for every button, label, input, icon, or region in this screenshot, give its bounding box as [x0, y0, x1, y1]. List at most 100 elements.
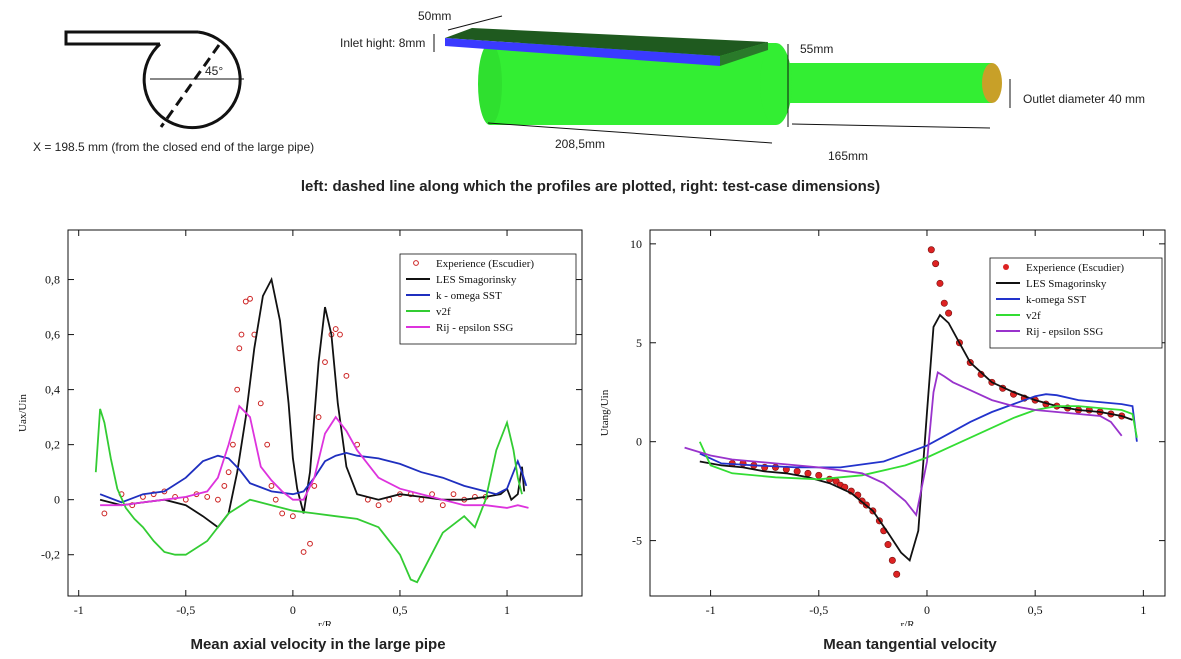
legend-marker [413, 260, 419, 266]
large-length-label: 208,5mm [555, 137, 606, 151]
y-tick-label: -0,2 [41, 548, 60, 562]
x-tick-label: 0 [290, 603, 296, 617]
data-point [311, 483, 318, 489]
y-tick-label: 0,8 [45, 273, 60, 287]
y-tick-label: 0 [636, 435, 642, 449]
data-point [215, 496, 221, 503]
x-tick-label: -0,5 [809, 603, 828, 617]
data-point [439, 502, 446, 509]
data-point [932, 260, 940, 268]
data-point [101, 510, 108, 517]
data-point [804, 469, 812, 477]
legend-label: LES Smagorinsky [1026, 278, 1107, 290]
y-axis-label: Uax/Uin [17, 394, 29, 432]
outlet-length-label: 165mm [828, 149, 869, 163]
angle-label: 45° [205, 64, 224, 78]
geometry-sketch [433, 15, 1011, 144]
data-point [375, 502, 382, 509]
legend-label: k - omega SST [436, 290, 502, 302]
y-tick-label: 10 [630, 237, 642, 251]
x-tick-label: 0,5 [392, 603, 407, 617]
data-point [332, 326, 339, 332]
legend-label: Rij - epsilon SSG [436, 322, 513, 334]
legend-label: Experience (Escudier) [1026, 262, 1124, 274]
legend-box [399, 253, 577, 345]
data-point [247, 295, 253, 302]
data-point [289, 513, 296, 520]
x-axis-label: r/R [900, 619, 915, 626]
x-tick-label: 0,5 [1028, 603, 1043, 617]
data-point [234, 386, 241, 393]
data-point [230, 441, 236, 448]
x-tick-label: 1 [504, 603, 510, 617]
inlet-height-label: Inlet hight: 8mm [340, 36, 426, 50]
data-point [888, 556, 896, 564]
data-point [322, 359, 328, 365]
y-tick-label: 0 [54, 493, 60, 507]
outlet-diameter-label: Outlet diameter 40 mm [1023, 92, 1146, 106]
x-axis-label: r/R [318, 619, 333, 626]
data-point [936, 279, 944, 287]
chart-title-axial: Mean axial velocity in the large pipe [190, 636, 446, 653]
series-line [100, 404, 529, 509]
large-diameter-label: 55mm [800, 42, 834, 56]
legend-label: v2f [1026, 310, 1041, 322]
data-point [172, 494, 178, 500]
y-tick-label: 5 [636, 336, 642, 350]
data-point [257, 400, 264, 407]
legend-marker [1003, 264, 1009, 270]
data-point [150, 491, 157, 498]
data-point [472, 494, 478, 500]
x-tick-label: -0,5 [176, 603, 195, 617]
x-position-note: X = 198.5 mm (from the closed end of the… [33, 140, 315, 154]
y-tick-label: 0,6 [45, 328, 60, 342]
data-point [129, 502, 136, 509]
data-point [300, 549, 307, 555]
series-line [698, 405, 1138, 481]
data-point [772, 463, 780, 471]
x-tick-label: -1 [74, 603, 84, 617]
data-point [272, 496, 279, 503]
series-line [699, 313, 1133, 563]
series-line [684, 370, 1123, 517]
series-line [94, 408, 523, 584]
data-point [238, 331, 245, 338]
data-point [307, 540, 313, 547]
y-axis-label: Utang/Uin [599, 389, 611, 436]
legend-label: Rij - epsilon SSG [1026, 326, 1103, 338]
data-point [242, 298, 249, 305]
data-point [268, 483, 275, 489]
legend-label: v2f [436, 306, 451, 318]
data-point [945, 309, 953, 317]
x-tick-label: -1 [706, 603, 716, 617]
data-point [221, 483, 228, 489]
inlet-width-label: 50mm [418, 9, 452, 23]
data-point [893, 570, 901, 578]
y-tick-label: -5 [632, 534, 642, 548]
data-point [815, 471, 823, 479]
data-point [315, 414, 322, 421]
x-tick-label: 1 [1140, 603, 1146, 617]
data-point [793, 467, 801, 475]
data-point [279, 510, 286, 517]
legend-box [989, 257, 1163, 349]
data-point [337, 331, 343, 338]
data-point [343, 372, 350, 379]
legend-label: LES Smagorinsky [436, 274, 517, 286]
top-caption: left: dashed line along which the profil… [300, 178, 881, 195]
series-line [99, 451, 528, 504]
legend-label: Experience (Escudier) [436, 258, 534, 270]
x-tick-label: 0 [924, 603, 930, 617]
data-point [927, 246, 935, 254]
data-point [204, 494, 211, 500]
chart-title-tangential: Mean tangential velocity [823, 636, 997, 653]
data-point [450, 491, 457, 498]
cross-section-sketch [64, 30, 244, 130]
data-point [884, 541, 892, 549]
axial-velocity-chart: -1 -0,5 0 0,5 1 -0,2 0 0,2 0,4 0,6 0,8 r/R Uax/Uin Ex… [17, 229, 583, 626]
data-point [236, 345, 243, 352]
data-point [940, 299, 948, 307]
series-line [699, 393, 1138, 469]
data-point [225, 469, 232, 476]
